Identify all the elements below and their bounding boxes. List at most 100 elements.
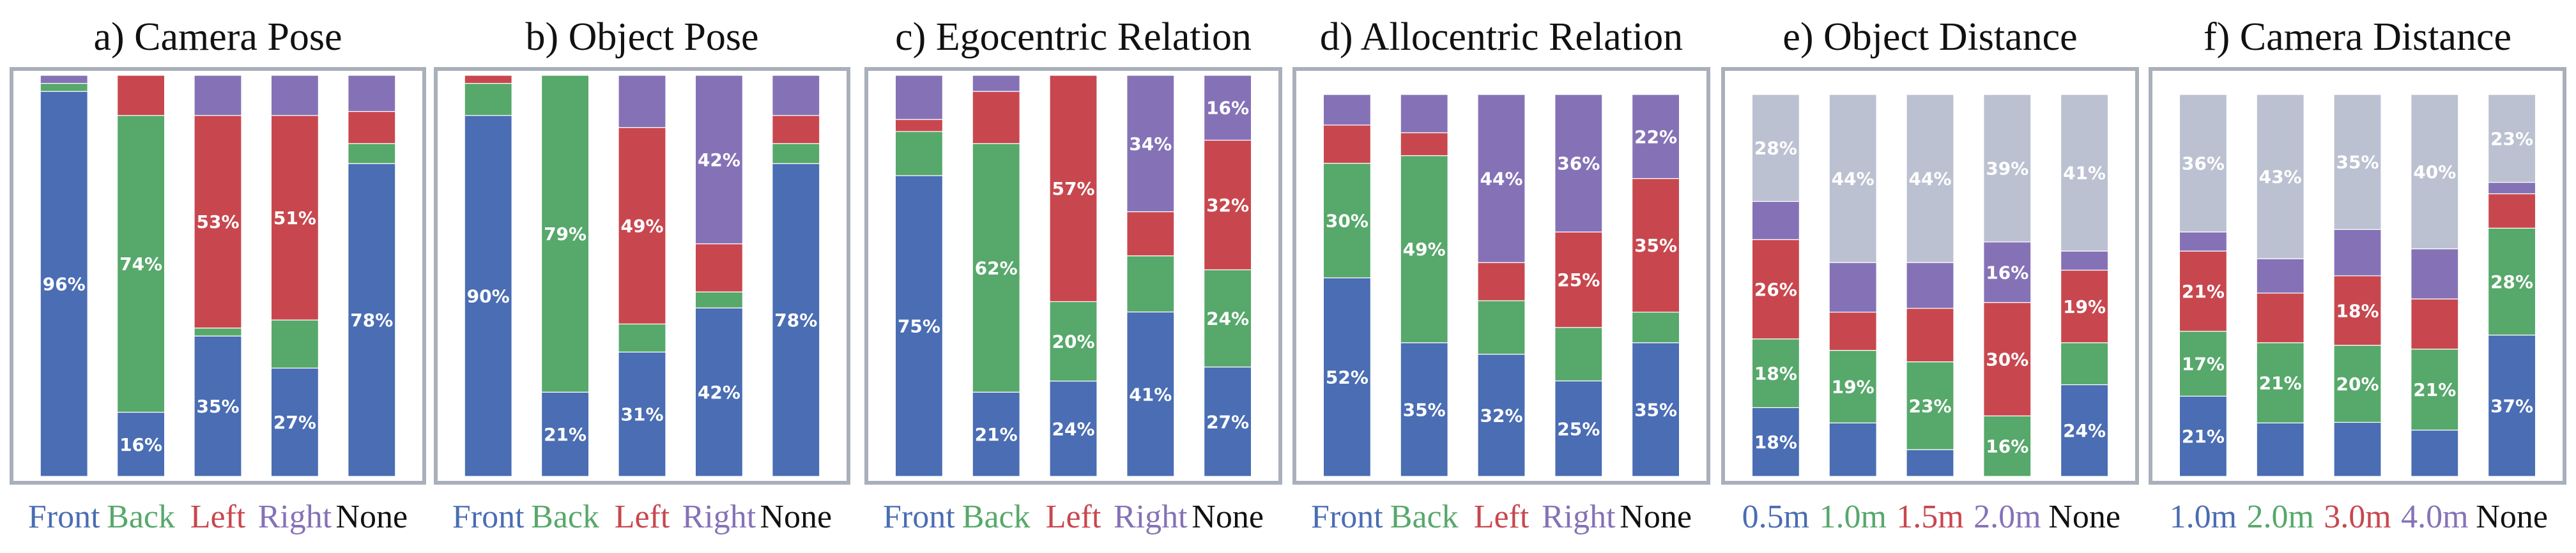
x-tick-label: None [2048, 499, 2120, 535]
data-label: 32% [1206, 195, 1249, 216]
bar-segment-purple [194, 75, 242, 116]
bar-segment-red [2333, 275, 2382, 346]
bar-segment-green [1126, 255, 1175, 313]
x-tick-label: Left [1046, 499, 1101, 535]
data-label: 57% [1052, 178, 1094, 199]
bar-segment-blue [1049, 381, 1098, 477]
data-label: 32% [1480, 405, 1522, 426]
data-label: 90% [467, 285, 510, 307]
data-label: 30% [1986, 349, 2028, 370]
bar-segment-purple [1400, 94, 1448, 133]
bar-segment-red [1126, 211, 1175, 257]
data-label: 96% [43, 274, 86, 295]
bar-segment-red [117, 75, 165, 116]
bar-segment-blue [2179, 395, 2227, 477]
bar-segment-green [2488, 227, 2536, 336]
chart-panel-4: d) Allocentric Relation 52% 30% Front 35% 49%… [1292, 15, 1710, 535]
data-label: 49% [1403, 239, 1446, 260]
bar-segment-blue [1632, 342, 1680, 477]
chart-title: b) Object Pose [525, 15, 758, 59]
x-tick-label: 1.0m [1819, 499, 1886, 535]
bar-segment-red [1477, 262, 1526, 301]
data-label: 39% [1986, 158, 2028, 179]
data-label: 35% [1634, 399, 1677, 420]
chart-title: a) Camera Pose [93, 15, 342, 59]
bar-segment-blue [894, 175, 944, 477]
bar-segment-red [1400, 132, 1448, 156]
bar-segment-purple [2411, 248, 2459, 299]
bar-segment-gray [2488, 94, 2536, 183]
bar-segment-green [2060, 342, 2109, 386]
bar-segment-gray [2060, 94, 2109, 252]
data-label: 19% [1832, 376, 1874, 397]
chart-frame [1721, 67, 2139, 485]
data-label: 26% [1754, 279, 1797, 300]
data-label: 21% [2259, 372, 2302, 393]
bar-segment-gray [2411, 94, 2459, 250]
data-label: 23% [1908, 395, 1951, 416]
chart-panel-1: a) Camera Pose 96% Front 16% 74% Back 35% 53% Le… [10, 15, 426, 535]
bar-segment-green [1751, 338, 1800, 408]
data-label: 35% [1403, 399, 1446, 420]
bar-segment-green [2256, 342, 2304, 423]
bar-segment-purple [894, 75, 944, 120]
bar-segment-gray [1906, 94, 1954, 263]
bar-segment-blue [2488, 335, 2536, 477]
bar-segment-gray [2179, 94, 2227, 232]
bar-segment-purple [1554, 94, 1603, 232]
data-label: 16% [1986, 436, 2028, 457]
x-tick-label: 3.0m [2324, 499, 2391, 535]
bar-segment-red [348, 110, 396, 144]
chart-frame [864, 67, 1282, 485]
data-label: 42% [698, 149, 740, 170]
data-label: 42% [698, 382, 740, 403]
x-tick-label: 0.5m [1742, 499, 1809, 535]
data-label: 37% [2490, 395, 2533, 416]
bar-segment-red [1906, 308, 1954, 363]
bar-segment-green [464, 82, 512, 116]
data-label: 41% [1129, 384, 1172, 405]
bar-segment-red [1751, 239, 1800, 340]
bar-segment-purple [1632, 94, 1680, 179]
data-label: 18% [1754, 363, 1797, 384]
bar-segment-gray [2333, 94, 2382, 231]
data-label: 78% [350, 310, 393, 331]
x-tick-label: Front [883, 499, 955, 535]
bar-segment-purple [772, 75, 820, 116]
bar-segment-blue [772, 163, 820, 477]
data-label: 53% [196, 211, 239, 232]
bar-segment-red [2179, 250, 2227, 332]
bar-segment-blue [1400, 342, 1448, 477]
data-label: 16% [1206, 98, 1249, 119]
bar-segment-green [2179, 331, 2227, 397]
x-tick-label: Back [531, 499, 599, 535]
data-label: 44% [1908, 169, 1951, 190]
bar-segment-green [348, 143, 396, 164]
x-tick-label: 2.0m [2246, 499, 2313, 535]
chart-title: f) Camera Distance [2204, 15, 2511, 59]
bar-segment-purple [2256, 258, 2304, 294]
chart-title: c) Egocentric Relation [895, 15, 1252, 59]
bar-segment-blue [464, 115, 512, 477]
bar-segment-red [694, 243, 744, 292]
data-label: 43% [2259, 167, 2302, 188]
data-label: 21% [544, 424, 586, 445]
data-label: 44% [1480, 169, 1522, 190]
bar-segment-purple [618, 75, 666, 128]
data-label: 34% [1129, 133, 1172, 155]
x-tick-label: None [335, 499, 408, 535]
x-tick-label: Right [258, 499, 332, 535]
x-tick-label: Front [1311, 499, 1383, 535]
bar-segment-purple [972, 75, 1020, 92]
bar-segment-purple [2179, 231, 2227, 252]
data-label: 17% [2182, 354, 2225, 375]
data-label: 24% [1206, 308, 1249, 330]
x-tick-label: 4.0m [2401, 499, 2468, 535]
bar-segment-blue [1203, 367, 1252, 477]
data-label: 20% [2336, 374, 2379, 395]
bar-segment-blue [1828, 422, 1877, 477]
data-label: 27% [273, 412, 316, 433]
x-tick-label: Back [107, 499, 175, 535]
data-label: 22% [1634, 126, 1677, 148]
bar-segment-green [694, 291, 744, 308]
